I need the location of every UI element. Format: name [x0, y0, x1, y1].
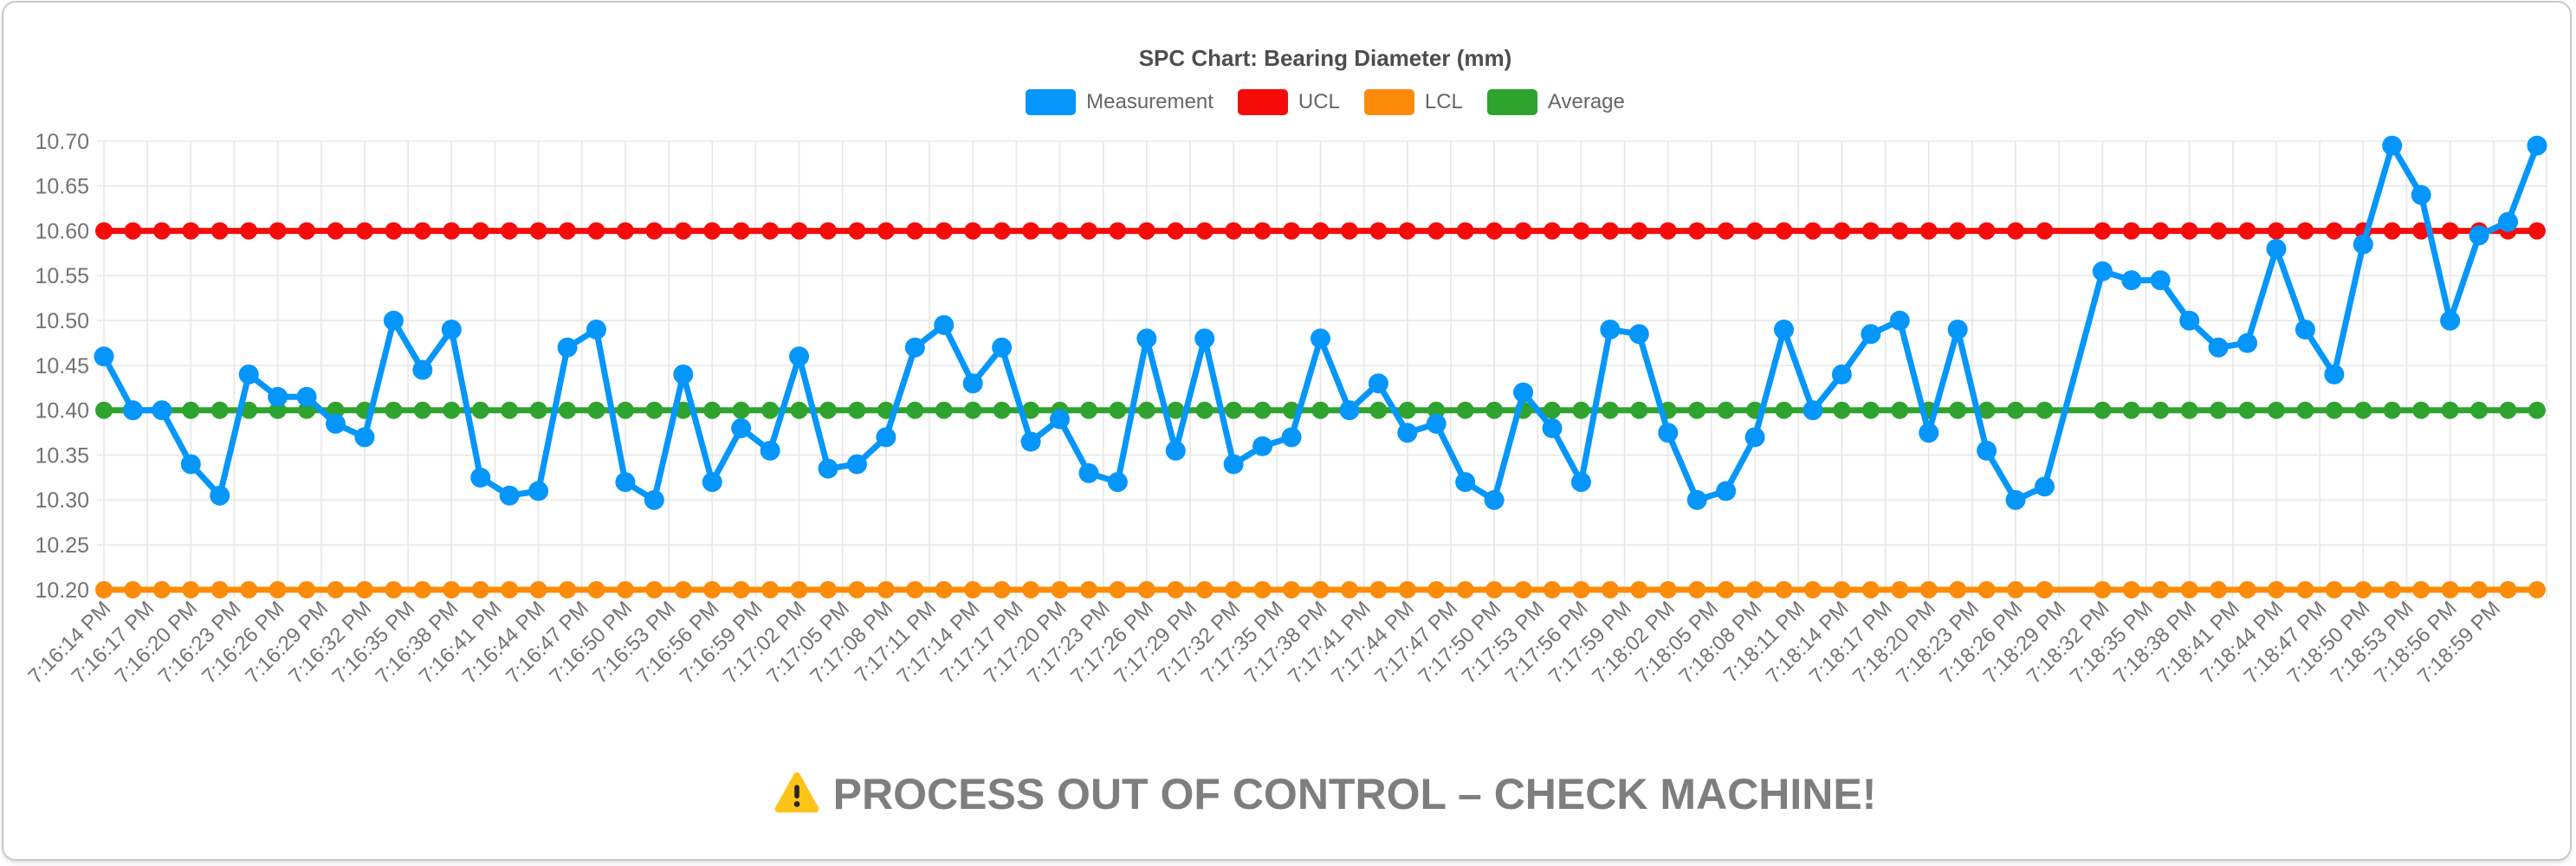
chart-legend: Measurement UCL LCL Average [104, 89, 2547, 115]
svg-text:10.40: 10.40 [35, 399, 89, 423]
warning-triangle-icon [774, 771, 819, 818]
svg-text:10.45: 10.45 [35, 354, 89, 378]
legend-label: Measurement [1086, 90, 1214, 113]
legend-swatch-lcl [1363, 89, 1414, 115]
chart-title: SPC Chart: Bearing Diameter (mm) [1138, 45, 1512, 71]
svg-text:10.60: 10.60 [35, 219, 89, 243]
legend-item-lcl[interactable]: LCL [1363, 89, 1463, 115]
legend-swatch-ucl [1237, 89, 1288, 115]
legend-swatch-average [1486, 89, 1537, 115]
legend-swatch-measurement [1026, 89, 1077, 115]
legend-label: UCL [1298, 90, 1340, 113]
svg-text:10.35: 10.35 [35, 443, 89, 468]
legend-item-average[interactable]: Average [1486, 89, 1625, 115]
legend-item-ucl[interactable]: UCL [1237, 89, 1340, 115]
legend-label: Average [1547, 90, 1625, 113]
svg-text:10.55: 10.55 [35, 264, 89, 288]
legend-label: LCL [1424, 90, 1463, 113]
legend-item-measurement[interactable]: Measurement [1026, 89, 1214, 115]
warning-text: PROCESS OUT OF CONTROL – CHECK MACHINE! [832, 770, 1877, 818]
svg-text:10.30: 10.30 [35, 488, 89, 513]
svg-text:10.50: 10.50 [35, 309, 89, 333]
svg-text:10.65: 10.65 [35, 175, 89, 199]
process-warning: PROCESS OUT OF CONTROL – CHECK MACHINE! [104, 769, 2547, 819]
svg-text:10.25: 10.25 [35, 533, 89, 558]
svg-text:10.20: 10.20 [35, 578, 89, 603]
svg-text:10.70: 10.70 [35, 130, 89, 154]
